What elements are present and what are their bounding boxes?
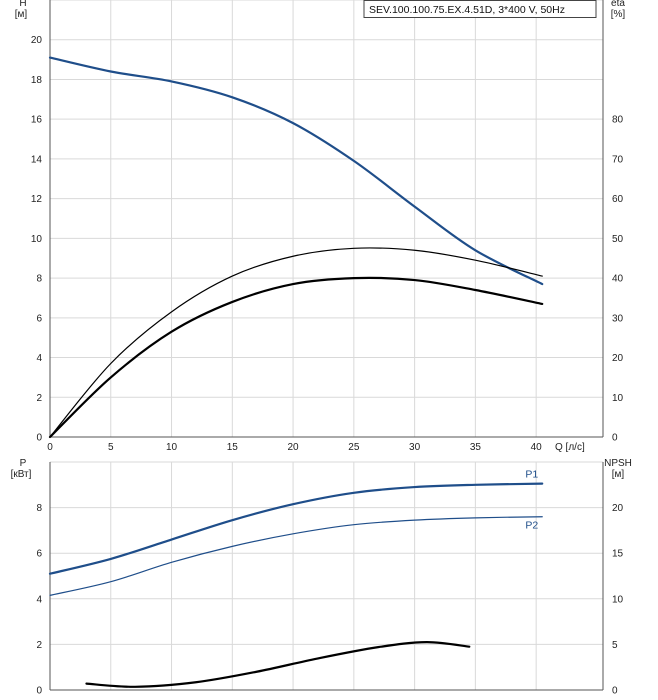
y-left-axis-title: [кВт] bbox=[11, 469, 32, 480]
series-label-p2: P2 bbox=[525, 520, 538, 532]
y-left-tick-label: 6 bbox=[36, 549, 42, 560]
y-right-tick-label: 80 bbox=[612, 115, 624, 126]
x-axis-title: Q [л/с] bbox=[555, 442, 585, 453]
chart-panel-1: 0246810121416182001020304050607080H[м]et… bbox=[15, 0, 626, 453]
x-tick-label: 10 bbox=[166, 442, 178, 453]
x-tick-label: 5 bbox=[108, 442, 114, 453]
x-tick-label: 30 bbox=[409, 442, 421, 453]
y-left-tick-label: 2 bbox=[36, 640, 42, 651]
y-left-tick-label: 4 bbox=[36, 594, 42, 605]
series-line-1-3 bbox=[48, 276, 544, 439]
y-left-tick-label: 18 bbox=[31, 75, 43, 86]
y-left-tick-label: 16 bbox=[31, 115, 43, 126]
y-left-tick-label: 8 bbox=[36, 503, 42, 514]
legend-text: SEV.100.100.75.EX.4.51D, 3*400 V, 50Hz bbox=[369, 4, 565, 16]
y-right-tick-label: 15 bbox=[612, 549, 624, 560]
y-right-tick-label: 20 bbox=[612, 353, 624, 364]
y-right-tick-label: 40 bbox=[612, 274, 624, 285]
series-line-p1 bbox=[48, 482, 544, 575]
y-right-tick-label: 10 bbox=[612, 594, 624, 605]
y-right-tick-label: 70 bbox=[612, 154, 624, 165]
y-left-tick-label: 0 bbox=[36, 433, 42, 444]
y-right-tick-label: 5 bbox=[612, 640, 618, 651]
x-tick-label: 25 bbox=[348, 442, 360, 453]
legend-box bbox=[363, 0, 597, 18]
y-left-tick-label: 10 bbox=[31, 234, 43, 245]
series-line-2-3 bbox=[85, 641, 471, 688]
y-right-tick-label: 30 bbox=[612, 313, 624, 324]
y-right-tick-label: 10 bbox=[612, 393, 624, 404]
y-right-axis-title: NPSH bbox=[604, 458, 632, 469]
series-line-p2 bbox=[49, 516, 543, 596]
y-right-tick-label: 50 bbox=[612, 234, 624, 245]
y-left-tick-label: 4 bbox=[36, 353, 42, 364]
y-right-tick-label: 0 bbox=[612, 686, 618, 697]
y-right-axis-title: [%] bbox=[611, 9, 626, 20]
y-left-axis-title: [м] bbox=[15, 9, 28, 20]
chart-panel-2: 0 2 4 6 8 0 5 10 15 20 P[кВт] NPSH[м] P1 P2 bbox=[11, 458, 632, 697]
y-left-tick-label: 20 bbox=[31, 35, 43, 46]
x-tick-label: 20 bbox=[288, 442, 300, 453]
x-tick-label: 40 bbox=[531, 442, 543, 453]
y-left-tick-label: 0 bbox=[36, 686, 42, 697]
y-left-tick-label: 2 bbox=[36, 393, 42, 404]
y-right-tick-label: 60 bbox=[612, 194, 624, 205]
x-tick-label: 15 bbox=[227, 442, 239, 453]
y-right-axis-title: eta bbox=[611, 0, 625, 9]
y-left-tick-label: 14 bbox=[31, 154, 43, 165]
series-line-1-1 bbox=[48, 56, 544, 286]
y-right-axis-title: [м] bbox=[612, 469, 625, 480]
y-right-tick-label: 0 bbox=[612, 433, 618, 444]
x-tick-label: 0 bbox=[47, 442, 53, 453]
y-left-axis-title: P bbox=[20, 458, 27, 469]
y-left-tick-label: 12 bbox=[31, 194, 43, 205]
x-tick-label: 35 bbox=[470, 442, 482, 453]
y-left-axis-title: H bbox=[19, 0, 26, 9]
y-left-tick-label: 6 bbox=[36, 313, 42, 324]
y-left-tick-label: 8 bbox=[36, 274, 42, 285]
y-right-tick-label: 20 bbox=[612, 503, 624, 514]
series-label-p1: P1 bbox=[525, 469, 538, 481]
series-line-1-2 bbox=[49, 247, 543, 438]
